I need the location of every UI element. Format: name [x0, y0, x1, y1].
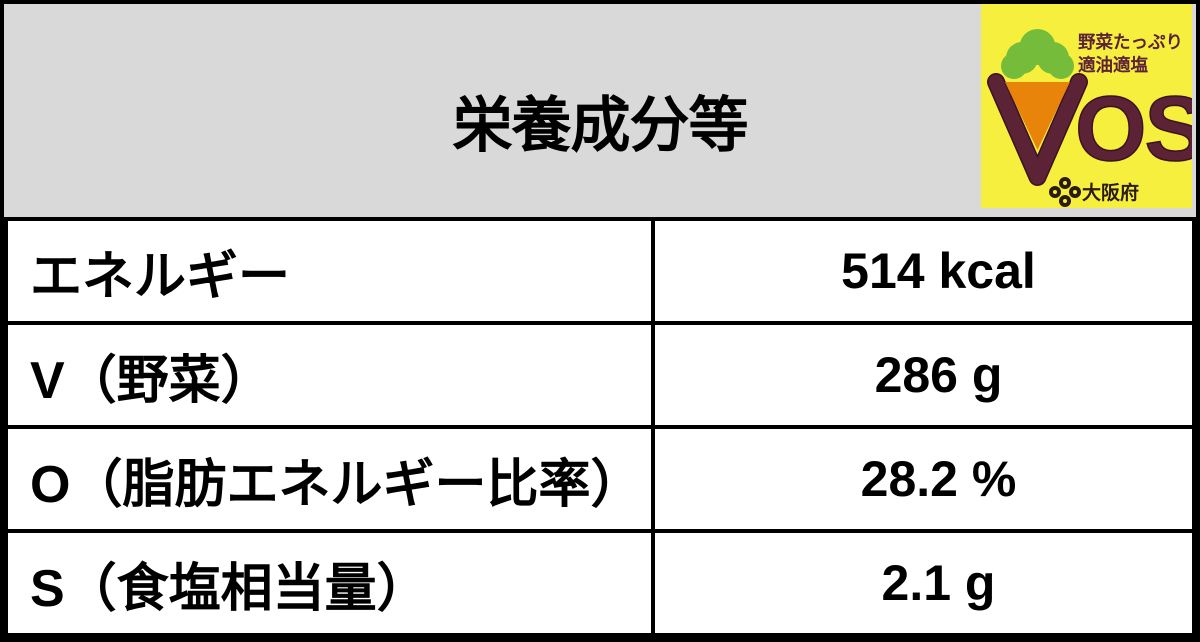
svg-text:適油適塩: 適油適塩	[1078, 55, 1148, 75]
svg-text:野菜たっぷり: 野菜たっぷり	[1078, 32, 1183, 52]
svg-text:OS: OS	[1075, 78, 1192, 180]
svg-text:大阪府: 大阪府	[1082, 181, 1139, 204]
